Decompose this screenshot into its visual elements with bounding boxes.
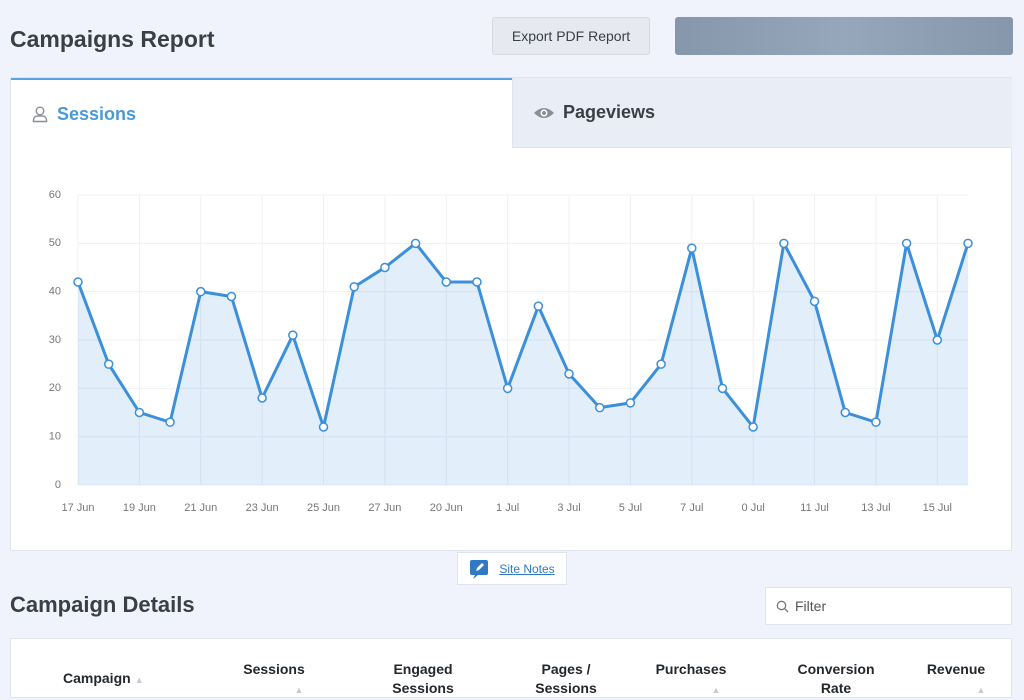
y-tick-label: 60 [49, 189, 61, 201]
point [901, 238, 912, 249]
column-label: Sessions [243, 661, 305, 677]
page-title: Campaigns Report [10, 26, 215, 52]
user-icon [32, 106, 48, 123]
y-tick-label: 20 [49, 382, 61, 394]
column-header[interactable]: Conversion Rate [786, 660, 886, 698]
x-tick-label: 17 Jun [61, 502, 94, 514]
column-label: Campaign [63, 670, 131, 686]
point [656, 359, 666, 369]
site-notes-label: Site Notes [499, 561, 555, 576]
export-button[interactable]: Export PDF Report [492, 17, 650, 55]
point [687, 243, 697, 253]
area [78, 243, 968, 485]
x-tick-label: 27 Jun [368, 502, 401, 514]
point [257, 393, 267, 403]
point [196, 286, 206, 297]
point [380, 262, 390, 273]
x-tick-label: 7 Jul [680, 502, 703, 514]
pageviews-tab[interactable]: Pageviews [512, 78, 1012, 148]
column-label: Conversion Rate [797, 661, 875, 696]
x-tick-label: 11 Jul [800, 502, 829, 514]
point [717, 383, 728, 394]
y-tick-label: 30 [49, 334, 61, 346]
column-header[interactable]: Campaign ▲ [63, 670, 144, 686]
point [871, 417, 881, 427]
x-tick-label: 13 Jul [861, 502, 890, 514]
column-label: Engaged Sessions [392, 661, 454, 696]
x-tick-label: 3 Jul [557, 502, 580, 514]
point [318, 422, 329, 432]
x-tick-label: 15 Jul [923, 502, 952, 514]
y-tick-label: 0 [55, 479, 61, 491]
column-header[interactable]: Engaged Sessions [373, 660, 473, 698]
chart-panel: Sessions Pageviews 0 10 20 30 40 50 60 17 Jun 19… [10, 77, 1012, 551]
tab-label: Sessions [57, 103, 137, 124]
x-tick-label: 21 Jun [184, 502, 217, 514]
point [73, 277, 83, 287]
x-tick-label: 1 Jul [496, 502, 519, 514]
point [564, 369, 574, 379]
y-tick-label: 50 [49, 237, 61, 249]
point [349, 282, 359, 292]
eye-icon [534, 107, 554, 118]
point [840, 407, 850, 418]
x-tick-label: 5 Jul [619, 502, 642, 514]
y-tick-label: 40 [49, 286, 61, 298]
point [226, 291, 237, 302]
x-tick-label: 23 Jun [246, 502, 279, 514]
column-label: Pages / Sessions [535, 661, 597, 696]
tab-label: Pageviews [563, 102, 656, 122]
column-header[interactable]: Revenue ▲ [926, 661, 986, 695]
column-label: Purchases [655, 661, 727, 677]
point [103, 359, 114, 369]
point [963, 238, 973, 249]
point [441, 277, 452, 287]
search-icon [776, 600, 789, 612]
x-tick-label: 20 Jun [430, 502, 463, 514]
x-tick-label: 19 Jun [123, 502, 156, 514]
point [932, 335, 943, 345]
point [533, 301, 544, 311]
line [76, 241, 970, 429]
line-chart: 0 10 20 30 40 50 60 17 Jun 19 Jun 21 Jun 23 Jun 25 … [49, 189, 973, 514]
column-header[interactable]: Sessions ▲ [243, 661, 305, 695]
point [594, 402, 605, 413]
point [502, 383, 513, 394]
x-tick-label: 25 Jun [307, 502, 340, 514]
section-title: Campaign Details [10, 592, 195, 617]
campaign-table: Campaign ▲ Sessions ▲ Engaged Sessions Pag… [10, 638, 1012, 698]
site-notes-button[interactable]: Site Notes [457, 552, 567, 585]
point [809, 296, 820, 307]
blurred-control[interactable] [675, 17, 1013, 55]
filter-placeholder: Filter [795, 598, 827, 614]
point [625, 398, 636, 408]
column-header[interactable]: Pages / Sessions [516, 660, 616, 698]
filter-input[interactable]: Filter [765, 587, 1012, 625]
sessions-tab[interactable]: Sessions [11, 78, 512, 148]
point [134, 407, 145, 418]
point [748, 422, 758, 432]
point [472, 277, 482, 287]
point [410, 238, 421, 249]
point [779, 238, 789, 249]
column-label: Revenue [926, 661, 986, 677]
y-tick-label: 10 [49, 431, 61, 443]
point [288, 330, 298, 340]
column-header[interactable]: Purchases ▲ [655, 661, 727, 695]
note-icon [470, 559, 489, 579]
x-tick-label: 0 Jul [742, 502, 765, 514]
point [165, 417, 175, 427]
